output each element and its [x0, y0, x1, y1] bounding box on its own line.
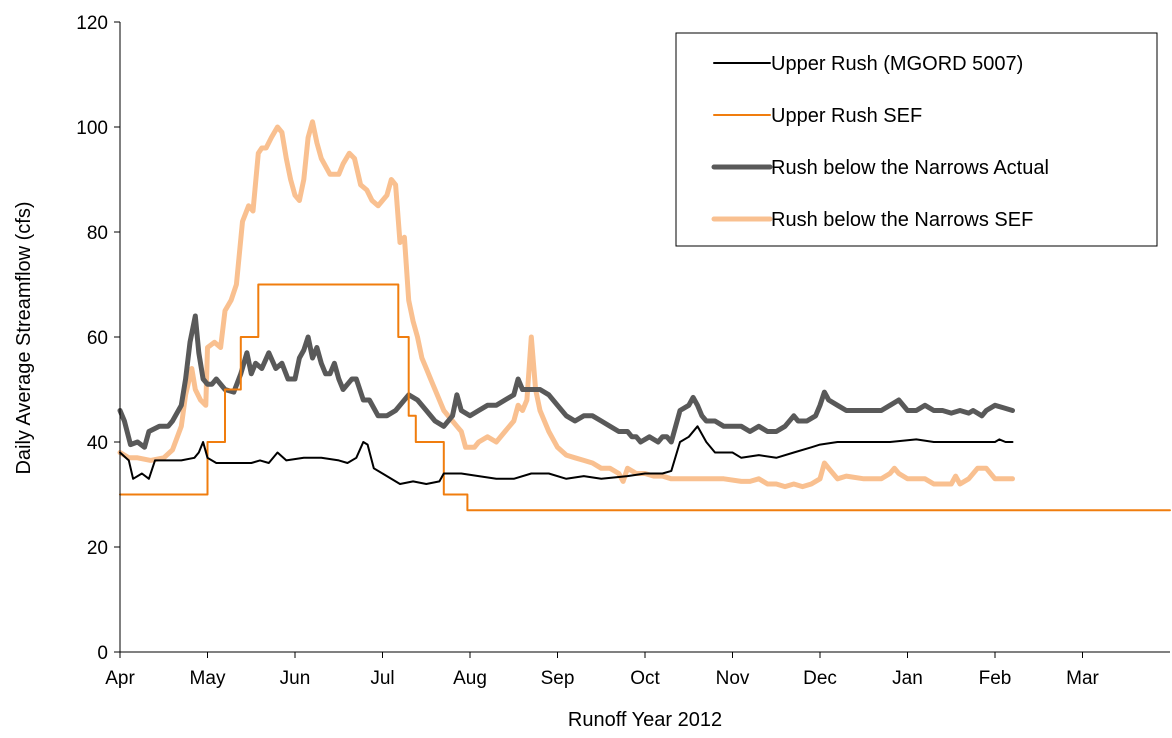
x-tick-label: Jan — [892, 668, 923, 689]
legend-label-upper-rush-sef: Upper Rush SEF — [771, 105, 922, 127]
series-line-upper-rush-sef — [119, 283, 1171, 512]
series-lines — [117, 119, 1171, 512]
x-tick-label: May — [190, 668, 226, 689]
series-line-narrows-sef — [117, 119, 1015, 490]
y-tick-label: 120 — [76, 13, 108, 34]
x-tick-label: Dec — [803, 668, 837, 689]
series-line-narrows-actual — [117, 313, 1015, 450]
legend-label-narrows-actual: Rush below the Narrows Actual — [771, 157, 1049, 179]
x-tick-label: Oct — [630, 668, 660, 689]
x-tick-label: Apr — [105, 668, 135, 689]
x-tick-label: Nov — [716, 668, 750, 689]
y-tick-label: 40 — [87, 433, 108, 454]
y-tick-label: 100 — [76, 118, 108, 139]
legend-box — [675, 32, 1158, 247]
x-axis-title: Runoff Year 2012 — [568, 709, 722, 731]
x-tick-label: Mar — [1066, 668, 1099, 689]
legend-label-upper-rush: Upper Rush (MGORD 5007) — [771, 53, 1023, 75]
y-axis-title: Daily Average Streamflow (cfs) — [13, 201, 35, 474]
x-tick-label: Sep — [541, 668, 575, 689]
x-tick-label: Jul — [370, 668, 394, 689]
legend: Upper Rush (MGORD 5007) Upper Rush SEF R… — [675, 32, 1158, 247]
x-axis-ticks: Apr May Jun Jul Aug Sep Oct Nov Dec Jan Feb Mar — [105, 652, 1100, 689]
series-line-upper-rush — [119, 425, 1014, 485]
y-tick-label: 20 — [87, 538, 108, 559]
x-tick-label: Feb — [979, 668, 1012, 689]
y-axis-ticks: 0 20 40 60 80 100 120 — [76, 13, 120, 664]
y-tick-label: 60 — [87, 328, 108, 349]
y-tick-label: 80 — [87, 223, 108, 244]
y-tick-label: 0 — [97, 643, 108, 664]
x-tick-label: Jun — [280, 668, 311, 689]
x-tick-label: Aug — [453, 668, 487, 689]
legend-label-narrows-sef: Rush below the Narrows SEF — [771, 209, 1033, 231]
